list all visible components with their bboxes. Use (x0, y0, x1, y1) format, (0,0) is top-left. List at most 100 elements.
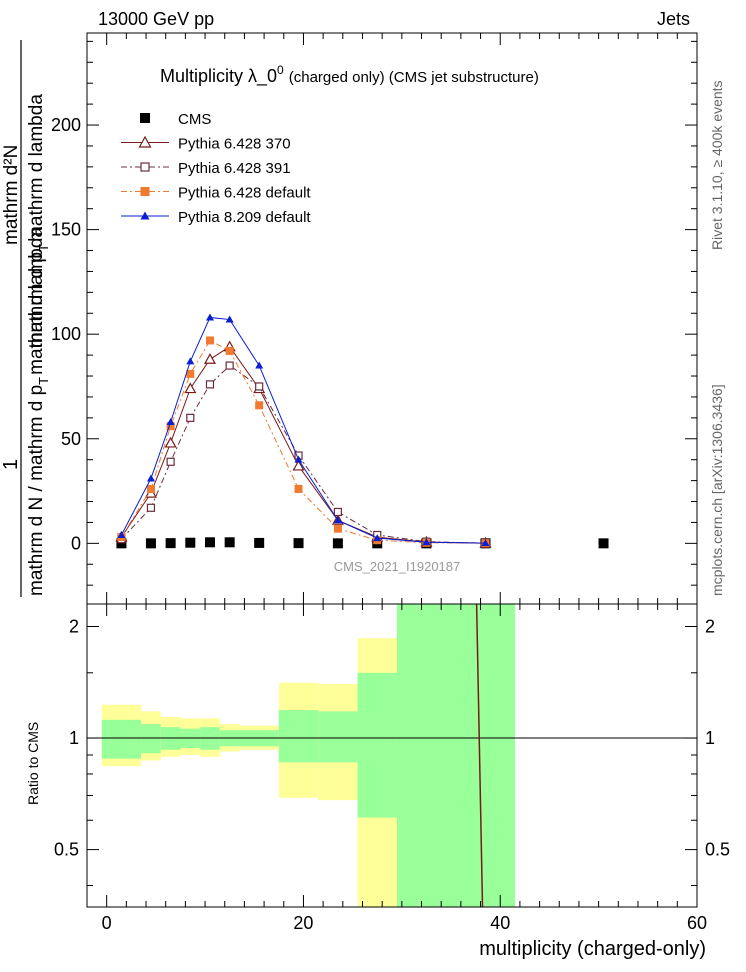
data-point-3-5 (225, 346, 234, 355)
green-band-10 (396, 604, 515, 907)
data-point-2-5 (225, 361, 234, 370)
data-point-4-11 (481, 539, 490, 547)
ratio-ytick-label: 2 (69, 616, 79, 636)
series-1 (115, 340, 492, 548)
ylabel-num-a: mathrm d p (26, 252, 47, 348)
ratio-bands (87, 603, 697, 908)
data-point-2-3 (186, 413, 195, 422)
legend-label-2: Pythia 6.428 391 (178, 160, 291, 177)
chart-title-tail: (charged only) (CMS jet substructure) (289, 69, 539, 86)
ratio-ytick-label-right: 2 (705, 616, 715, 636)
data-point-3-7 (294, 484, 303, 493)
data-point-4-3 (186, 357, 195, 365)
mcplots-label: mcplots.cern.ch [arXiv:1306.3436] (709, 384, 725, 596)
ylabel-num-sub: T (36, 244, 51, 252)
chart-title-main: Multiplicity λ_0 (160, 66, 277, 87)
series-line-1 (121, 346, 486, 544)
series-line-4 (120, 316, 486, 544)
data-point-0-0 (116, 538, 127, 549)
data-point-0-4 (204, 537, 215, 548)
ylabel-num-b: mathrm d lambda (26, 94, 47, 242)
analysis-watermark: CMS_2021_I1920187 (334, 559, 461, 574)
data-point-4-9 (373, 534, 382, 542)
green-band-0 (101, 719, 142, 759)
legend-marker-0 (140, 113, 150, 123)
series-4 (117, 313, 490, 547)
data-point-2-4 (205, 380, 215, 389)
ratio-ytick-label: 1 (69, 728, 79, 748)
legend-label-1: Pythia 6.428 370 (178, 136, 291, 153)
main-ytick-label: 200 (51, 115, 81, 135)
green-band-8 (318, 711, 358, 763)
data-point-4-10 (422, 538, 431, 546)
data-point-0-12 (598, 538, 609, 549)
data-point-1-7 (292, 459, 305, 471)
data-point-4-6 (255, 361, 264, 369)
ylabel-den-b: mathrm d lambda (26, 227, 47, 375)
ratio-xtick-label: 40 (490, 913, 510, 933)
series-layer (115, 313, 609, 549)
main-ytick-label: 150 (51, 220, 81, 240)
data-point-4-4 (205, 313, 214, 321)
green-band-7 (278, 710, 319, 763)
ratio-ytick-label-right: 1 (705, 728, 715, 748)
ylabel-numerator-top: mathrm d²N (1, 145, 22, 245)
legend-label-3: Pythia 6.428 default (178, 185, 311, 202)
data-point-3-4 (205, 336, 214, 345)
data-point-4-7 (294, 455, 303, 463)
ylabel-numerator: mathrm d pTmathrm d lambda (26, 94, 51, 348)
data-point-2-1 (146, 503, 156, 512)
data-point-0-5 (224, 537, 235, 548)
ratio-xtick-label: 0 (102, 913, 112, 933)
ratio-ytick-label-right: 0.5 (705, 840, 730, 860)
yellow-band-lower (357, 817, 397, 907)
ratio-xtick-label: 20 (293, 913, 313, 933)
main-ytick-label: 50 (61, 429, 81, 449)
data-point-3-8 (333, 524, 342, 533)
ratio-xtick-label: 60 (687, 913, 707, 933)
main-ytick-label: 0 (71, 533, 81, 553)
process-label: Jets (657, 9, 690, 29)
data-point-1-3 (184, 382, 197, 394)
data-point-4-5 (225, 315, 234, 323)
data-point-1-2 (164, 436, 177, 448)
series-line-3 (121, 339, 486, 544)
data-point-3-2 (166, 422, 175, 431)
data-point-3-3 (186, 369, 195, 378)
ratio-ytick-label: 0.5 (54, 840, 79, 860)
data-point-4-2 (166, 418, 175, 426)
data-point-4-8 (333, 516, 342, 524)
data-point-0-3 (185, 537, 196, 548)
data-point-4-1 (146, 474, 155, 482)
series-line-2 (121, 364, 486, 544)
ylabel-den-sub: T (36, 377, 51, 385)
legend-label-4: Pythia 8.209 default (178, 209, 311, 226)
data-point-0-6 (254, 537, 265, 548)
chart-title: Multiplicity λ_00 (charged only) (CMS jet… (160, 63, 539, 87)
series-0 (116, 537, 609, 549)
data-point-0-8 (332, 538, 343, 549)
legend-label-0: CMS (178, 111, 211, 128)
data-point-1-4 (203, 353, 217, 364)
data-point-4-0 (117, 530, 126, 538)
main-axis-ticks: 0 50 100 150 200 (51, 33, 698, 604)
legend-marker-4 (140, 211, 150, 220)
data-point-2-2 (166, 457, 175, 466)
legend-marker-3 (140, 187, 150, 196)
data-point-3-1 (146, 484, 155, 493)
data-point-2-6 (255, 382, 264, 391)
legend: CMS Pythia 6.428 370 Pythia 6.428 391 Pythi… (121, 111, 311, 226)
ratio-series-line (475, 603, 484, 908)
legend-marker-2 (140, 162, 150, 172)
ylabel-den-a: mathrm d N / mathrm d p (26, 385, 47, 596)
ratio-ylabel: Ratio to CMS (25, 722, 41, 805)
green-band-1 (141, 724, 161, 754)
series-2 (117, 361, 490, 548)
data-point-2-8 (333, 507, 342, 517)
legend-marker-1 (138, 135, 152, 148)
ylabel-denominator: mathrm d N / mathrm d pTmathrm d lambda (26, 227, 51, 596)
data-point-0-7 (293, 538, 304, 549)
x-axis-label: multiplicity (charged-only) (479, 938, 706, 960)
data-point-0-2 (165, 538, 176, 549)
